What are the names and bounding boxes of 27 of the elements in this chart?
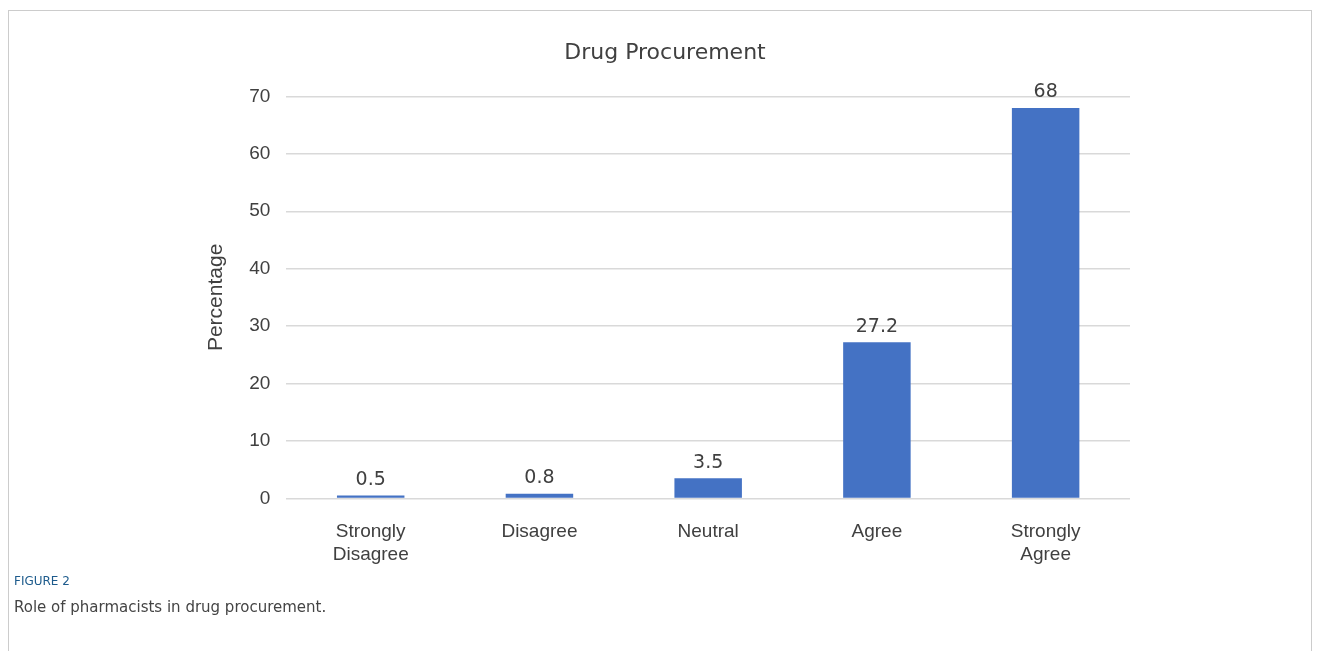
bar	[336, 495, 405, 498]
x-tick-label: Agree	[851, 520, 903, 542]
data-label: 3.5	[693, 449, 724, 472]
bar	[843, 342, 911, 498]
data-label: 27.2	[855, 313, 899, 336]
data-label: 0.8	[524, 465, 555, 488]
y-tick-label: 50	[249, 199, 271, 221]
bar	[674, 478, 742, 498]
x-tick-label: Strongly Disagree	[332, 520, 409, 564]
x-tick-label: Neutral	[677, 520, 739, 542]
x-tick-label: Strongly Agree	[1010, 520, 1081, 564]
data-label: 0.5	[355, 466, 386, 489]
bar	[1011, 107, 1080, 498]
y-tick-label: 20	[249, 371, 271, 393]
y-tick-label: 70	[249, 84, 271, 106]
caption: FIGURE 2	[14, 574, 70, 588]
y-tick-label: 40	[249, 256, 271, 278]
y-axis-title: Percentage	[203, 243, 227, 352]
y-tick-label: 60	[249, 142, 271, 164]
text: Role of pharmacists in drug procurement.	[14, 598, 327, 616]
chart-title: Drug Procurement	[564, 38, 767, 64]
y-tick-label: 0	[259, 486, 271, 508]
data-label: 68	[1033, 79, 1058, 102]
x-tick-label: Disagree	[501, 520, 578, 542]
bar	[505, 493, 574, 498]
y-tick-label: 30	[249, 314, 271, 336]
y-tick-label: 10	[249, 429, 271, 451]
